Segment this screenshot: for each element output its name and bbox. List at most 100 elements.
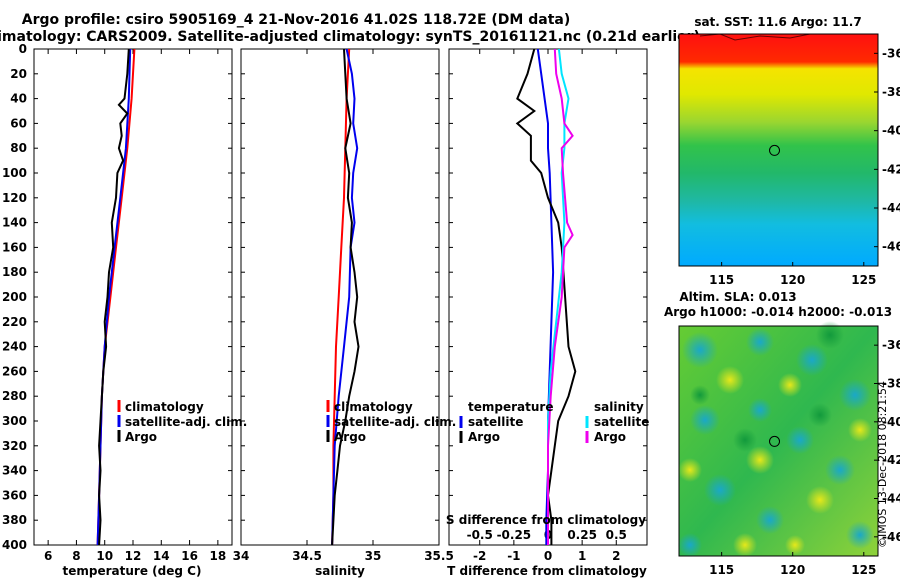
sla-eddy: [746, 446, 774, 474]
sla-eddy: [704, 474, 736, 506]
depth-tick-label: 140: [2, 216, 27, 230]
depth-tick-label: 300: [2, 414, 27, 428]
x-tick-label: 8: [72, 549, 80, 563]
x-tick-label: 18: [210, 549, 227, 563]
sla-eddy: [748, 398, 772, 422]
lon-tick-label: 125: [851, 273, 876, 287]
legend-label-argo: Argo: [334, 430, 366, 444]
title-line-2: Climatology: CARS2009. Satellite-adjuste…: [0, 29, 700, 45]
sla-eddy: [796, 344, 828, 376]
sla-map-title-1: Altim. SLA: 0.013: [679, 290, 796, 304]
series-line-argo: [98, 48, 130, 546]
depth-tick-label: 100: [2, 166, 27, 180]
x-tick-label: 1: [578, 549, 586, 563]
legend-label-climatology: climatology: [125, 400, 204, 414]
profile-lines: [96, 48, 577, 546]
legend-title-salinity: salinity: [594, 400, 644, 414]
x-tick-label: 2: [612, 549, 620, 563]
salinity-panel: [240, 48, 440, 546]
sla-eddy: [733, 428, 757, 452]
sst-map-frame: [678, 33, 879, 267]
series-line-satellite-adj-clim-: [96, 48, 132, 546]
legend-label-s-argo: Argo: [594, 430, 626, 444]
lat-tick-label: -44: [882, 201, 900, 215]
depth-axis: 0204060801001201401601802002202402602803…: [2, 42, 647, 563]
lat-tick-label: -42: [882, 162, 900, 176]
lat-tick-label: -42: [882, 453, 900, 467]
depth-tick-label: 200: [2, 290, 27, 304]
x-tick-label: 35: [365, 549, 382, 563]
lon-tick-label: 120: [780, 563, 805, 577]
s-tick-label: 0.5: [606, 528, 627, 542]
depth-tick-label: 180: [2, 265, 27, 279]
lon-tick-label: 125: [851, 563, 876, 577]
depth-tick-label: 160: [2, 240, 27, 254]
lon-tick-label: 115: [709, 563, 734, 577]
legend-label-climatology: climatology: [334, 400, 413, 414]
sla-eddy: [690, 405, 720, 435]
lat-tick-label: -46: [882, 530, 900, 544]
lat-tick-label: -46: [882, 240, 900, 254]
legend-label-satellite: satellite-adj. clim.: [125, 415, 247, 429]
lat-tick-label: -36: [882, 338, 900, 352]
title-line-1: Argo profile: csiro 5905169_4 21-Nov-201…: [22, 12, 571, 28]
depth-tick-label: 280: [2, 389, 27, 403]
salinity-xlabel: salinity: [315, 564, 365, 578]
sla-eddy: [756, 506, 784, 534]
series-line-temperature-argo: [515, 48, 577, 545]
temperature-panel: [33, 48, 233, 546]
sla-eddy: [839, 379, 871, 411]
depth-tick-label: 320: [2, 439, 27, 453]
x-tick-label: 16: [181, 549, 198, 563]
legend-label-t-satellite: satellite: [468, 415, 523, 429]
sla-eddy: [786, 426, 814, 454]
series-line-climatology: [96, 48, 136, 546]
sla-eddy: [825, 455, 855, 485]
sst-map: [678, 33, 879, 267]
lat-tick-label: -44: [882, 492, 900, 506]
x-tick-label: 34.5: [292, 549, 322, 563]
sla-eddy: [848, 418, 872, 442]
difference-legend: temperature satellite Argo salinity sate…: [459, 400, 649, 444]
argo-position-marker: [769, 435, 781, 447]
sla-eddy: [816, 321, 844, 349]
difference-xlabel: T difference from climatology: [447, 564, 647, 578]
depth-tick-label: 400: [2, 538, 27, 552]
temperature-xlabel: temperature (deg C): [63, 564, 202, 578]
sla-eddy: [678, 458, 702, 482]
salinity-legend: climatology satellite-adj. clim. Argo: [326, 400, 456, 444]
depth-tick-label: 40: [10, 92, 27, 106]
x-tick-label: 10: [96, 549, 113, 563]
x-tick-label: 35.5: [424, 549, 454, 563]
s-tick-label: 0.25: [567, 528, 597, 542]
x-tick-label: 14: [153, 549, 170, 563]
x-tick-label: -2: [473, 549, 486, 563]
sla-map-frame: [678, 325, 879, 557]
sst-map-title: sat. SST: 11.6 Argo: 11.7: [694, 15, 861, 29]
sla-eddy: [785, 535, 805, 555]
legend-title-temperature: temperature: [468, 400, 553, 414]
series-line-salinity-satellite: [547, 48, 570, 545]
x-tick-label: 0: [544, 549, 552, 563]
temperature-legend: climatology satellite-adj. clim. Argo: [117, 400, 247, 444]
depth-tick-label: 380: [2, 513, 27, 527]
x-tick-label: 34: [233, 549, 250, 563]
lat-tick-label: -40: [882, 415, 900, 429]
sla-eddy: [733, 533, 757, 557]
depth-tick-label: 0: [19, 42, 27, 56]
x-tick-label: 12: [125, 549, 142, 563]
lon-tick-label: 120: [780, 273, 805, 287]
sla-eddy: [846, 521, 874, 549]
depth-tick-label: 20: [10, 67, 27, 81]
series-line-satellite-adj-clim-: [331, 48, 359, 546]
depth-tick-label: 220: [2, 315, 27, 329]
lat-tick-label: -40: [882, 124, 900, 138]
s-tick-label: -0.5: [467, 528, 493, 542]
sla-eddy: [678, 533, 702, 557]
series-line-argo: [331, 48, 360, 546]
legend-label-satellite: satellite-adj. clim.: [334, 415, 456, 429]
sla-eddy: [746, 328, 774, 356]
s-tick-label: -0.25: [497, 528, 532, 542]
depth-tick-label: 80: [10, 141, 27, 155]
